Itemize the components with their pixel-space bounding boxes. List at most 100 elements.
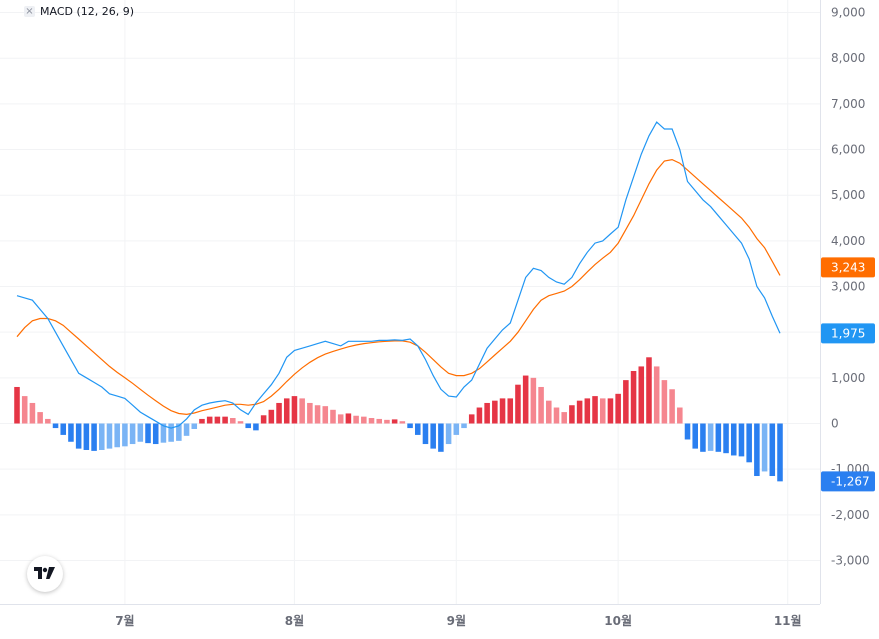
y-tick-label: -3,000 — [831, 553, 870, 567]
last-value-badge-macd: 1,975 — [821, 323, 875, 344]
histogram-bar — [430, 423, 436, 449]
histogram-bar — [730, 423, 737, 456]
histogram-bar — [723, 423, 729, 454]
histogram-bar — [453, 423, 460, 435]
histogram-bar — [253, 423, 259, 431]
histogram-bar — [623, 380, 629, 424]
time-axis[interactable]: 7월 8월 9월 10월 11월 — [115, 613, 801, 628]
histogram-bar — [29, 402, 36, 424]
close-icon[interactable]: × — [24, 6, 35, 17]
histogram-bar — [122, 423, 128, 447]
histogram-bar — [476, 407, 483, 424]
histogram-bar — [91, 423, 97, 451]
histogram-bar — [414, 423, 421, 435]
histogram-bar — [75, 423, 82, 449]
y-tick-label: 3,000 — [831, 280, 865, 294]
y-tick-label: 8,000 — [831, 51, 865, 65]
histogram-bar — [99, 423, 105, 450]
price-axis[interactable]: 9,0008,0007,0006,0005,0004,0003,0002,000… — [831, 6, 870, 568]
histogram-bar — [461, 423, 467, 429]
histogram-bar — [484, 402, 490, 424]
histogram-bar — [299, 398, 305, 424]
histogram-bar — [353, 415, 359, 424]
histogram-bar — [492, 400, 498, 424]
y-tick-label: 9,000 — [831, 6, 865, 20]
histogram-bar — [345, 413, 352, 424]
histogram-bar — [738, 423, 745, 457]
histogram-bar — [330, 409, 336, 424]
histogram-bar — [445, 423, 452, 445]
histogram-bar — [152, 423, 159, 445]
histogram-bar — [499, 398, 506, 424]
histogram-bar — [715, 423, 722, 452]
histogram-bar — [168, 423, 174, 442]
last-value-badges: 3,243 1,975 -1,267 — [821, 257, 875, 492]
histogram-bar — [569, 405, 575, 424]
badge-background — [821, 471, 875, 492]
histogram-bar — [769, 423, 776, 477]
badge-background — [821, 323, 875, 344]
histogram-bar — [692, 423, 698, 449]
y-tick-label: 7,000 — [831, 97, 865, 111]
y-tick-label: 5,000 — [831, 188, 865, 202]
y-tick-label: 4,000 — [831, 234, 865, 248]
histogram-bar — [546, 400, 552, 424]
histogram-bar — [214, 416, 221, 424]
tradingview-logo-icon — [34, 567, 55, 579]
histogram-bar — [45, 418, 51, 424]
indicator-legend[interactable]: × MACD (12, 26, 9) — [24, 5, 134, 18]
histogram-bar — [584, 398, 591, 424]
histogram-bar — [553, 407, 560, 424]
badge-label: 3,243 — [831, 260, 865, 274]
tradingview-logo[interactable] — [27, 556, 63, 592]
histogram-bar — [60, 423, 67, 435]
indicator-title: MACD (12, 26, 9) — [40, 5, 135, 18]
histogram-bar — [561, 412, 567, 424]
macd-line — [16, 121, 781, 429]
histogram-bar — [145, 423, 151, 444]
y-tick-label: 1,000 — [831, 371, 865, 385]
histogram-bar — [230, 418, 236, 424]
histogram-bar — [530, 377, 537, 424]
histogram-bar — [399, 421, 406, 424]
histogram-bar — [684, 423, 691, 440]
last-value-badge-histogram: -1,267 — [821, 471, 875, 492]
histogram-bar — [137, 423, 144, 442]
histogram-bar — [268, 409, 275, 424]
histogram-bars — [14, 357, 783, 482]
histogram-bar — [68, 423, 74, 442]
histogram-bar — [160, 423, 167, 443]
histogram-bar — [237, 421, 244, 424]
badge-label: 1,975 — [831, 326, 865, 340]
histogram-bar — [700, 423, 706, 452]
histogram-bar — [615, 393, 621, 424]
histogram-bar — [407, 423, 413, 429]
histogram-bar — [114, 423, 120, 448]
histogram-bar — [599, 398, 606, 424]
histogram-bar — [129, 423, 136, 445]
histogram-bar — [707, 423, 714, 451]
histogram-bar — [761, 423, 768, 472]
histogram-bar — [630, 370, 637, 424]
histogram-bar — [376, 418, 383, 424]
histogram-bar — [507, 398, 514, 424]
histogram-bar — [522, 375, 529, 424]
histogram-bar — [368, 418, 375, 424]
histogram-bar — [746, 423, 752, 463]
histogram-bar — [307, 402, 313, 424]
histogram-bar — [183, 423, 190, 436]
histogram-bar — [653, 366, 660, 424]
histogram-bar — [468, 414, 475, 424]
y-tick-label: -2,000 — [831, 508, 870, 522]
histogram-bar — [538, 386, 544, 424]
histogram-bar — [14, 386, 20, 424]
histogram-bar — [291, 396, 298, 424]
histogram-bar — [361, 416, 367, 424]
histogram-bar — [677, 407, 683, 424]
histogram-bar — [322, 406, 329, 424]
histogram-bar — [592, 396, 598, 424]
histogram-bar — [106, 423, 113, 449]
histogram-bar — [276, 402, 282, 424]
grid-lines — [0, 0, 820, 604]
